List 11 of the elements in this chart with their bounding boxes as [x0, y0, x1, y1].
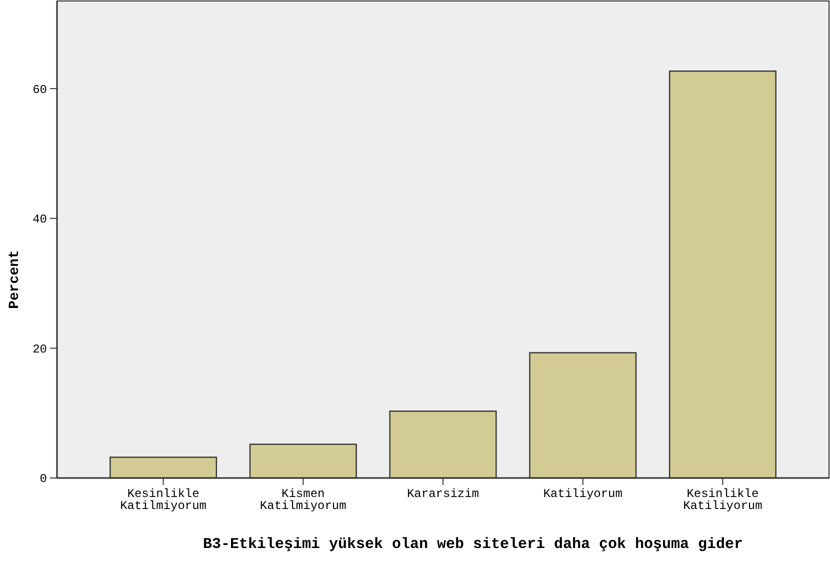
y-axis-title: Percent: [7, 250, 23, 309]
x-tick-label: Kararsizim: [406, 487, 480, 501]
x-tick-label: Kismen Katilmiyorum: [260, 487, 346, 513]
y-tick-label: 20: [32, 342, 47, 356]
y-tick-label: 60: [32, 82, 47, 97]
y-tick-label: 0: [40, 472, 47, 486]
y-tick-label: 40: [32, 212, 47, 227]
x-tick-label: Kesinlikle Katilmiyorum: [120, 487, 206, 513]
x-tick-label: Katiliyorum: [543, 487, 622, 501]
x-axis-title: B3-Etkileşimi yüksek olan web siteleri daha çok hoşuma gider: [202, 536, 744, 553]
x-tick-label: Kesinlikle Katiliyorum: [683, 487, 762, 513]
